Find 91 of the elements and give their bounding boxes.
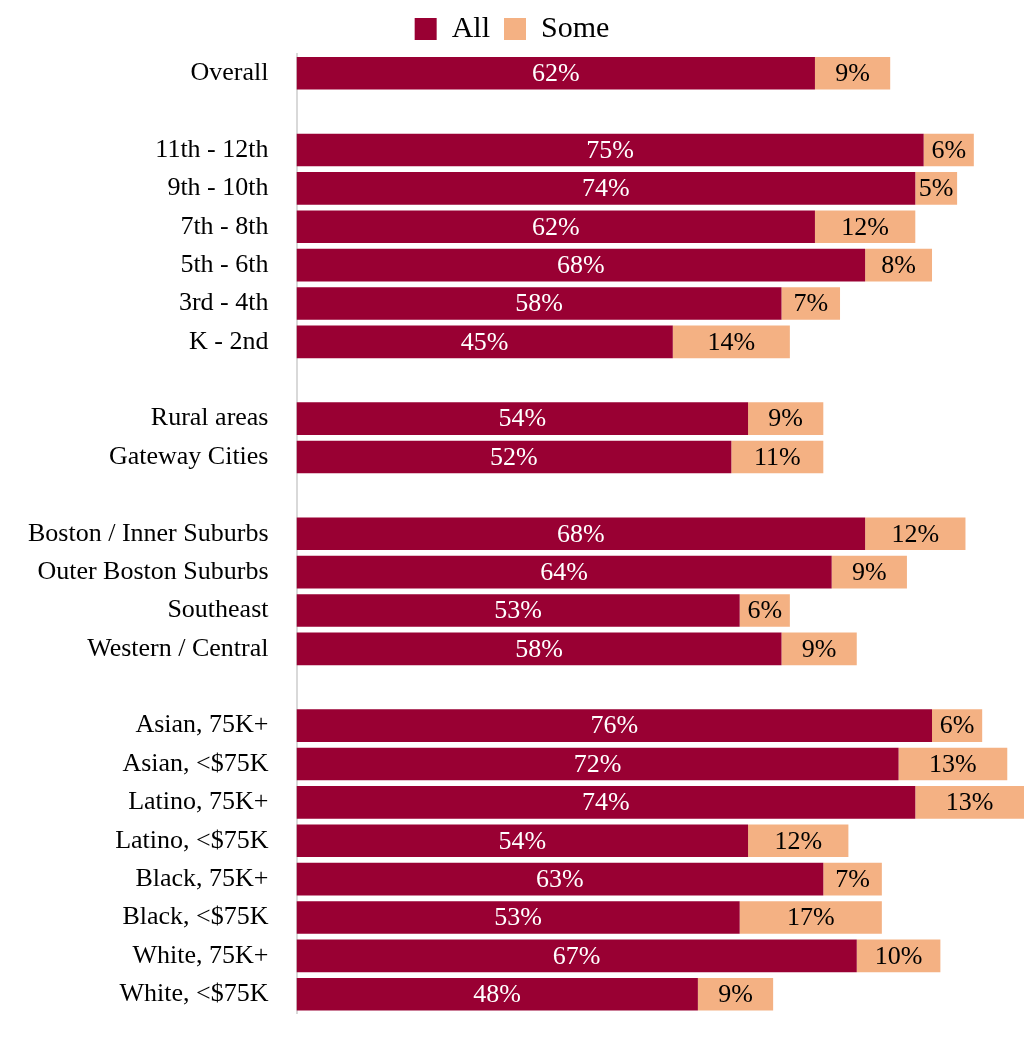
y-tick-label: Gateway Cities: [108, 440, 269, 470]
data-label: 8%: [881, 249, 916, 279]
bar: [296, 517, 866, 551]
data-label: 6%: [939, 710, 975, 740]
bar: [915, 786, 1024, 819]
data-label: 6%: [747, 595, 783, 625]
data-label: 14%: [707, 326, 756, 356]
data-label: 5%: [918, 173, 954, 203]
y-tick-label: Southeast: [167, 594, 270, 624]
bar: [296, 555, 832, 589]
bar: [296, 210, 815, 243]
data-label: 13%: [929, 748, 977, 778]
bar: [739, 901, 882, 934]
data-label: 53%: [494, 902, 542, 932]
data-label: 67%: [552, 940, 601, 970]
y-tick-label: 7th - 8th: [180, 210, 269, 240]
data-label: 45%: [460, 326, 509, 356]
bar: [296, 977, 698, 1011]
data-label: 68%: [556, 518, 605, 548]
data-label: 68%: [556, 249, 605, 279]
data-label: 52%: [490, 441, 538, 471]
y-tick-label: Latino, <$75K: [115, 824, 269, 854]
bar: [296, 325, 673, 359]
bar: [296, 901, 740, 934]
legend-label: Some: [541, 9, 610, 43]
data-label: 64%: [540, 556, 588, 586]
y-tick-label: Outer Boston Suburbs: [37, 555, 269, 585]
y-tick-label: K - 2nd: [189, 325, 269, 355]
bar: [296, 172, 916, 205]
bar: [296, 632, 782, 666]
bar: [296, 402, 749, 435]
data-label: 9%: [718, 979, 753, 1009]
data-label: 9%: [851, 556, 887, 586]
y-tick-label: Western / Central: [87, 632, 269, 662]
y-tick-label: 11th - 12th: [155, 133, 269, 163]
y-tick-label: Black, 75K+: [135, 862, 269, 892]
data-label: 12%: [891, 518, 940, 548]
y-tick-label: 5th - 6th: [180, 248, 269, 278]
data-label: 7%: [835, 863, 870, 893]
bar: [296, 939, 857, 973]
bar: [296, 248, 866, 282]
data-label: 75%: [586, 134, 634, 164]
y-tick-label: Asian, 75K+: [135, 709, 269, 739]
y-tick-label: Rural areas: [150, 402, 269, 432]
data-label: 12%: [841, 211, 889, 241]
bar: [865, 517, 966, 551]
bar: [296, 786, 916, 819]
y-tick-label: White, <$75K: [119, 978, 269, 1008]
data-label: 62%: [531, 58, 580, 88]
bar: [296, 56, 815, 90]
data-label: 12%: [774, 825, 823, 855]
data-label: 72%: [573, 748, 622, 778]
y-tick-label: Overall: [190, 57, 269, 87]
data-label: 58%: [515, 288, 563, 318]
bar: [296, 440, 732, 474]
data-label: 74%: [582, 787, 630, 817]
data-label: 76%: [590, 710, 639, 740]
bar: [296, 862, 824, 896]
bar: [748, 824, 849, 858]
bar: [296, 824, 749, 858]
data-label: 9%: [835, 58, 870, 88]
y-tick-label: Black, <$75K: [122, 901, 269, 931]
bar: [296, 747, 899, 781]
y-tick-label: White, 75K+: [132, 939, 269, 969]
data-label: 54%: [498, 825, 547, 855]
data-label: 54%: [498, 403, 547, 433]
data-label: 63%: [536, 863, 584, 893]
data-label: 10%: [874, 940, 923, 970]
y-tick-label: Asian, <$75K: [122, 747, 269, 777]
data-label: 53%: [494, 595, 542, 625]
data-label: 7%: [793, 288, 829, 318]
bar: [296, 709, 933, 742]
data-label: 9%: [768, 403, 804, 433]
y-tick-label: Boston / Inner Suburbs: [28, 517, 269, 547]
legend-label: All: [451, 9, 491, 43]
data-label: 6%: [931, 134, 967, 164]
data-label: 48%: [473, 979, 522, 1009]
y-tick-label: Latino, 75K+: [128, 786, 269, 816]
data-label: 74%: [582, 173, 630, 203]
data-label: 17%: [786, 902, 835, 932]
y-tick-label: 9th - 10th: [167, 172, 269, 202]
bar: [814, 210, 916, 243]
bar: [296, 287, 782, 320]
y-tick-label: 3rd - 4th: [178, 287, 269, 317]
data-label: 9%: [801, 633, 837, 663]
bar: [296, 594, 740, 627]
data-label: 62%: [531, 211, 580, 241]
data-label: 13%: [945, 787, 994, 817]
data-label: 11%: [753, 441, 801, 471]
bar: [296, 133, 924, 167]
data-label: 58%: [515, 633, 563, 663]
